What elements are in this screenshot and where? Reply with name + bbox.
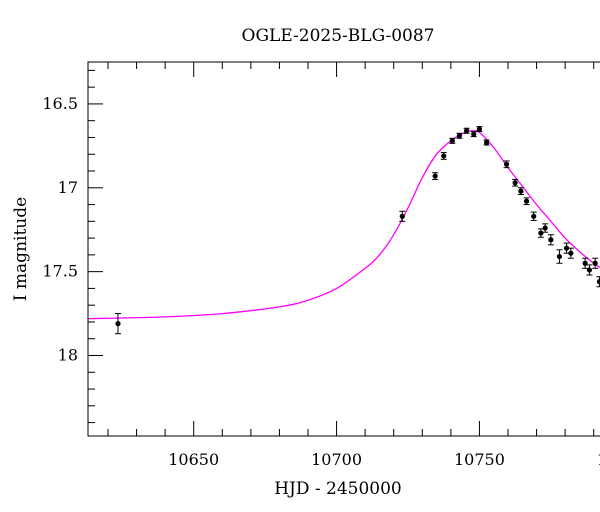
data-point (567, 247, 574, 259)
data-point (483, 139, 490, 146)
point-marker (531, 213, 537, 219)
point-marker (115, 321, 121, 327)
point-marker (463, 128, 470, 134)
data-points (115, 126, 600, 335)
point-marker (483, 139, 490, 146)
point-marker (441, 153, 447, 159)
data-point (582, 257, 589, 269)
data-point (449, 137, 456, 144)
y-tick-label: 17.5 (42, 262, 78, 281)
point-marker (476, 126, 483, 132)
point-marker (503, 161, 510, 167)
x-axis-label: HJD - 2450000 (274, 479, 402, 499)
data-point (432, 172, 439, 180)
data-point (586, 264, 593, 276)
chart-title: OGLE-2025-BLG-0087 (242, 26, 435, 46)
point-marker (563, 245, 570, 251)
data-point (463, 127, 470, 134)
point-marker (596, 279, 600, 285)
axis-ticks (88, 62, 595, 436)
data-point (470, 131, 477, 138)
point-marker (548, 237, 554, 243)
data-point (523, 197, 530, 206)
y-axis-label: I magnitude (11, 197, 31, 301)
data-point (542, 223, 549, 233)
point-marker (512, 180, 518, 186)
point-marker (556, 253, 563, 260)
x-tick-label: 10700 (311, 450, 362, 469)
point-marker (456, 133, 463, 139)
data-point (537, 228, 544, 238)
data-point (517, 187, 524, 195)
point-marker (399, 213, 405, 219)
data-point (596, 276, 600, 288)
data-point (115, 313, 121, 335)
data-point (456, 132, 463, 139)
y-tick-label: 16.5 (42, 94, 78, 113)
data-point (530, 211, 537, 221)
data-point (592, 257, 599, 269)
data-point (547, 234, 554, 246)
x-tick-label: 10650 (168, 450, 219, 469)
plot-frame (87, 61, 600, 437)
point-marker (586, 267, 593, 273)
data-point (512, 178, 519, 187)
point-marker (538, 230, 544, 236)
y-tick-label: 17 (58, 178, 78, 197)
point-marker (518, 188, 524, 194)
point-marker (471, 131, 477, 137)
point-marker (542, 225, 548, 231)
point-marker (449, 138, 455, 144)
point-marker (592, 260, 598, 266)
x-tick-label: 10750 (454, 450, 505, 469)
model-curve (88, 129, 600, 320)
data-point (476, 126, 483, 133)
y-tick-label: 18 (58, 345, 78, 364)
data-point (503, 160, 510, 169)
data-point (440, 152, 447, 160)
data-point (556, 249, 563, 264)
x-tick-label: 10800 (597, 450, 600, 469)
point-marker (523, 198, 530, 204)
point-marker (568, 250, 574, 256)
point-marker (432, 173, 438, 179)
data-point (399, 210, 406, 222)
tick-labels: 10650 10700 10750 10800 16.5 17 17.5 18 (42, 94, 600, 469)
